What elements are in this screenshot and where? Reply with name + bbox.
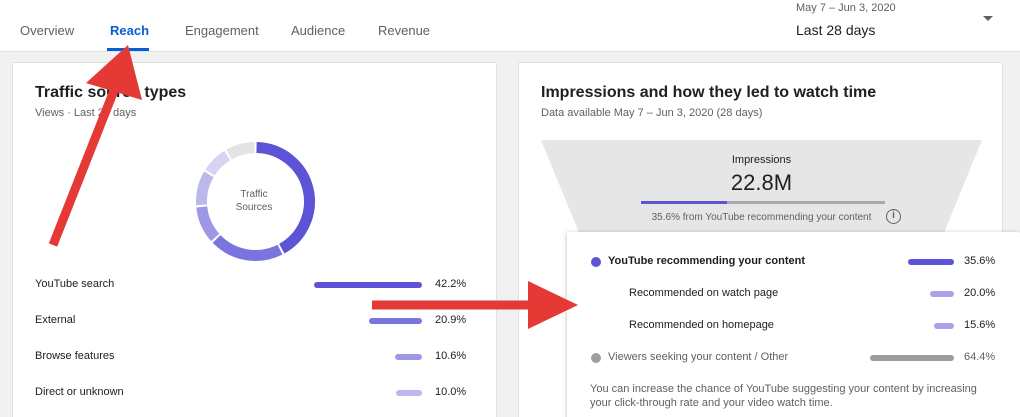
traffic-row-percent: 42.2% — [435, 278, 467, 290]
detail-row-homepage[interactable]: Recommended on homepage 15.6% — [567, 316, 1020, 336]
traffic-row-percent: 20.9% — [435, 314, 467, 326]
detail-row-bar — [934, 323, 954, 329]
impressions-detail-panel: YouTube recommending your content 35.6% … — [567, 232, 1020, 417]
tab-reach[interactable]: Reach — [110, 23, 150, 38]
date-range-selector[interactable]: Last 28 days — [796, 22, 876, 38]
traffic-row-bar — [314, 282, 422, 288]
tab-audience[interactable]: Audience — [291, 23, 346, 38]
series-dot — [591, 353, 601, 363]
recommendation-tip: You can increase the chance of YouTube s… — [590, 383, 977, 409]
chevron-down-icon[interactable] — [983, 16, 993, 21]
traffic-row-percent: 10.0% — [435, 386, 467, 398]
traffic-row-bar — [394, 354, 422, 360]
donut-slice[interactable] — [256, 142, 315, 254]
traffic-row-direct-or-unknown[interactable]: Direct or unknown 10.0% — [35, 383, 480, 403]
detail-row-label: Recommended on homepage — [629, 319, 774, 331]
detail-row-label: YouTube recommending your content — [608, 255, 805, 267]
card-subtitle: Views · Last 28 days — [35, 107, 137, 119]
donut-center-label: Traffic Sources — [224, 188, 284, 214]
traffic-source-card: Traffic source types Views · Last 28 day… — [12, 62, 497, 417]
detail-row-youtube-recommending[interactable]: YouTube recommending your content 35.6% — [567, 252, 1020, 272]
traffic-row-label: External — [35, 314, 76, 326]
traffic-row-youtube-search[interactable]: YouTube search 42.2% — [35, 275, 480, 295]
impressions-recommended-bar — [641, 201, 727, 204]
traffic-donut-chart[interactable] — [193, 139, 318, 264]
card-subtitle: Data available May 7 – Jun 3, 2020 (28 d… — [541, 107, 763, 119]
detail-row-percent: 20.0% — [964, 287, 996, 299]
card-title: Impressions and how they led to watch ti… — [541, 84, 877, 101]
donut-slice[interactable] — [196, 171, 214, 206]
analytics-header: Overview Reach Engagement Audience Reven… — [0, 0, 1020, 52]
donut-slice[interactable] — [196, 206, 220, 242]
info-icon[interactable]: i — [886, 209, 901, 224]
detail-row-percent: 64.4% — [964, 351, 996, 363]
donut-slice[interactable] — [226, 142, 255, 160]
detail-row-label: Viewers seeking your content / Other — [608, 351, 789, 363]
traffic-row-browse-features[interactable]: Browse features 10.6% — [35, 347, 480, 367]
donut-slice[interactable] — [205, 150, 231, 176]
impressions-value: 22.8M — [730, 170, 793, 195]
card-title: Traffic source types — [35, 84, 187, 101]
traffic-row-label: Browse features — [35, 350, 115, 362]
tab-engagement[interactable]: Engagement — [185, 23, 259, 38]
tab-overview[interactable]: Overview — [20, 23, 75, 38]
traffic-row-external[interactable]: External 20.9% — [35, 311, 480, 331]
series-dot — [591, 257, 601, 267]
donut-slice[interactable] — [212, 234, 283, 261]
traffic-row-bar — [396, 390, 422, 396]
donut-center-line: Sources — [235, 202, 273, 213]
traffic-row-percent: 10.6% — [435, 350, 467, 362]
impressions-label: Impressions — [731, 154, 792, 166]
detail-row-label: Recommended on watch page — [629, 287, 779, 299]
impressions-note: 35.6% from YouTube recommending your con… — [651, 212, 872, 223]
active-tab-indicator — [107, 48, 149, 51]
detail-row-percent: 35.6% — [964, 255, 996, 267]
detail-row-bar — [908, 259, 954, 265]
detail-row-bar — [870, 355, 954, 361]
impressions-other-bar — [727, 201, 885, 204]
donut-center-line: Traffic — [240, 189, 268, 200]
detail-row-viewers-seeking[interactable]: Viewers seeking your content / Other 64.… — [567, 348, 1020, 368]
tab-revenue[interactable]: Revenue — [378, 23, 431, 38]
detail-row-percent: 15.6% — [964, 319, 996, 331]
traffic-row-label: Direct or unknown — [35, 386, 124, 398]
traffic-row-label: YouTube search — [35, 278, 115, 290]
impressions-funnel — [541, 140, 982, 240]
date-range-dates[interactable]: May 7 – Jun 3, 2020 — [796, 2, 896, 14]
detail-row-watch-page[interactable]: Recommended on watch page 20.0% — [567, 284, 1020, 304]
traffic-row-bar — [368, 318, 422, 324]
detail-row-bar — [930, 291, 954, 297]
